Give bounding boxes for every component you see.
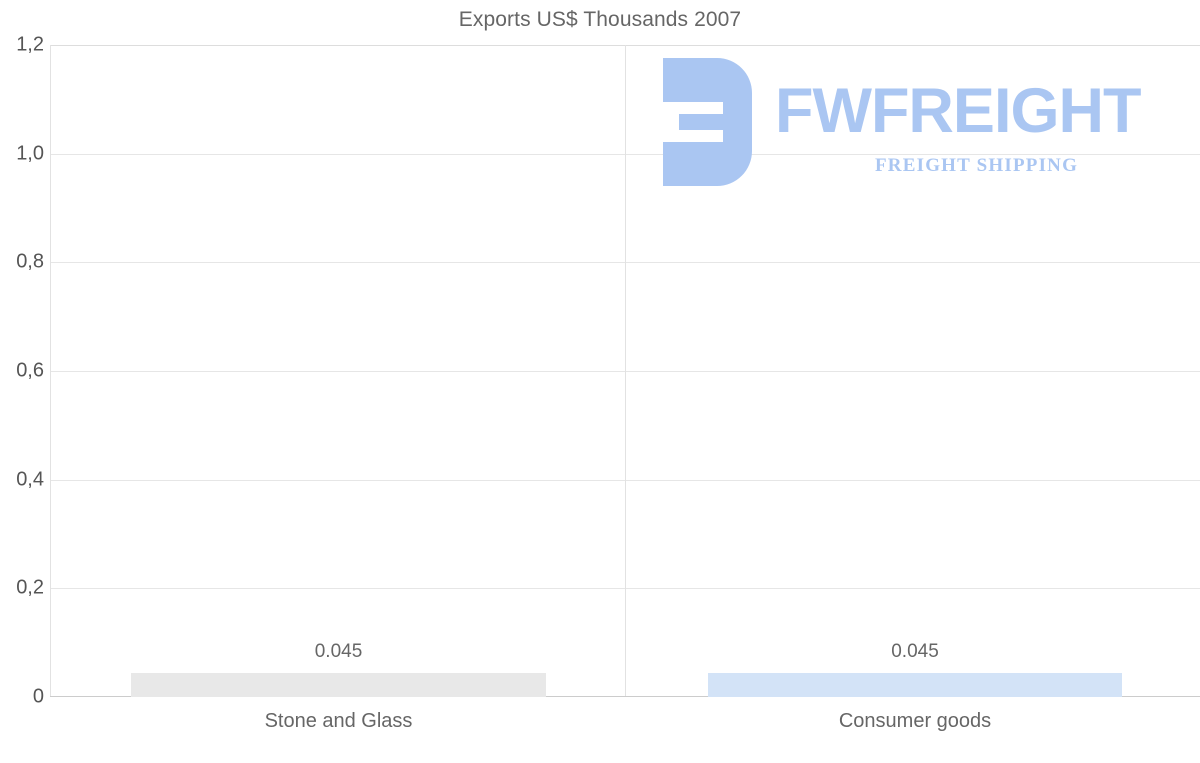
y-axis-tick-label: 0 — [32, 685, 44, 708]
y-axis-line — [50, 45, 51, 697]
x-axis-baseline — [50, 696, 1200, 697]
y-axis-tick-label: 1,0 — [16, 142, 44, 165]
y-axis-tick-label: 0,2 — [16, 576, 44, 599]
chart-title: Exports US$ Thousands 2007 — [458, 8, 742, 31]
bar-consumer-goods[interactable] — [708, 672, 1122, 697]
bar-stone-and-glass[interactable] — [131, 672, 546, 697]
y-axis-tick-label: 0,8 — [16, 250, 44, 273]
category-label: Consumer goods — [838, 710, 992, 732]
y-axis-tick-label: 1,2 — [16, 33, 44, 56]
plot-area: 0.045 0.045 — [50, 45, 1200, 697]
bar-value-label: 0.045 — [891, 640, 939, 662]
category-label: Stone and Glass — [264, 710, 413, 732]
y-axis-tick-label: 0,6 — [16, 359, 44, 382]
category-separator-gridline — [625, 45, 626, 697]
bar-value-label: 0.045 — [314, 640, 363, 662]
y-axis-tick-label: 0,4 — [16, 468, 44, 491]
